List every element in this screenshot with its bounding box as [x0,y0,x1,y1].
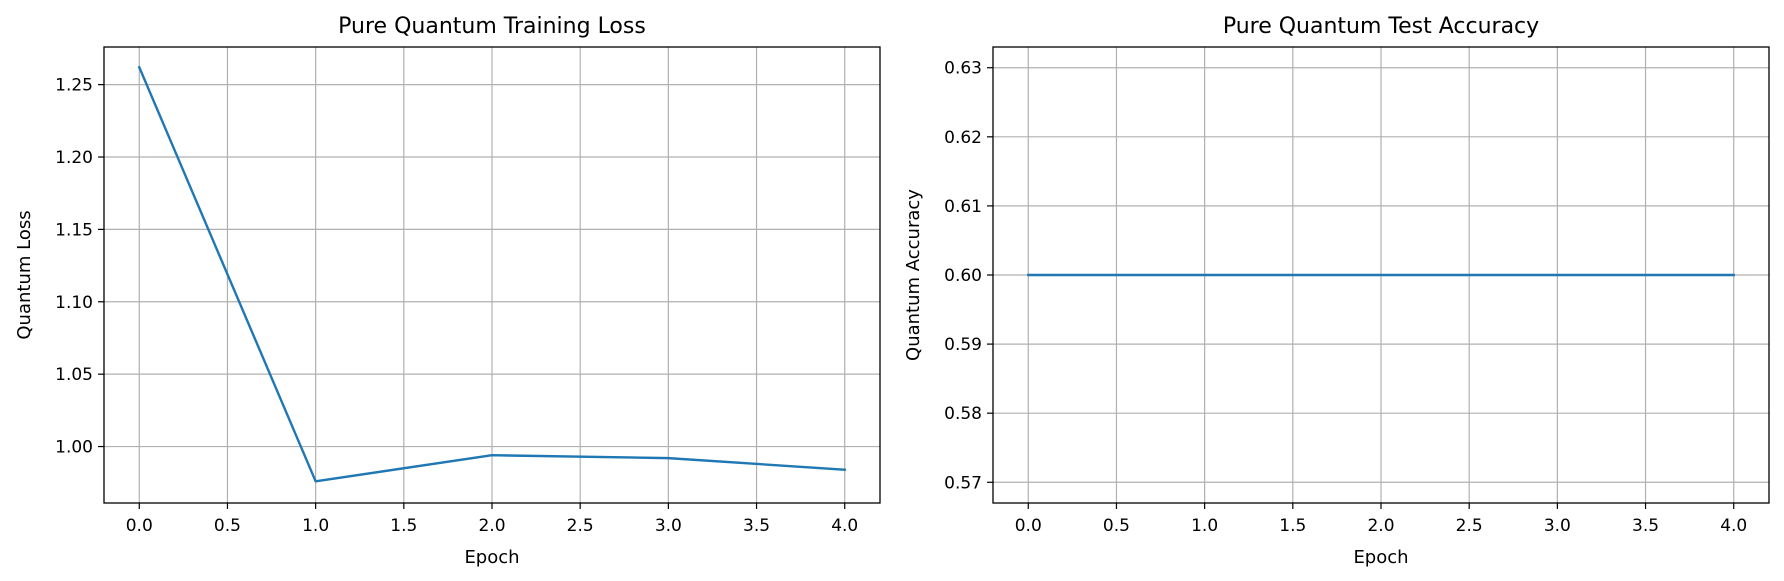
x-tick-label: 3.5 [743,516,770,536]
y-tick-label: 1.25 [55,76,93,96]
x-tick-label: 4.0 [1720,516,1747,536]
y-tick-label: 1.10 [55,293,93,313]
y-tick-label: 1.15 [55,220,93,240]
x-axis-label: Epoch [464,547,519,568]
x-tick-label: 0.0 [1015,516,1042,536]
y-tick-label: 0.60 [944,266,982,286]
x-tick-label: 3.5 [1632,516,1659,536]
x-tick-label: 3.0 [655,516,682,536]
chart-title: Pure Quantum Training Loss [338,14,646,39]
y-axis-label: Quantum Loss [14,210,35,339]
y-tick-label: 0.62 [944,128,982,148]
series-line [137,65,847,483]
y-tick-label: 0.59 [944,335,982,355]
x-tick-label: 0.5 [214,516,241,536]
y-tick-label: 0.63 [944,59,982,79]
x-tick-label: 1.0 [302,516,329,536]
y-tick-label: 0.57 [944,473,982,493]
y-tick-label: 1.20 [55,148,93,168]
x-tick-label: 0.0 [126,516,153,536]
grid [104,47,880,503]
x-tick-label: 0.5 [1103,516,1130,536]
x-tick-label: 2.5 [567,516,594,536]
chart-panel-2: 0.0 0.5 1.0 1.5 2.0 2.5 3.0 3.5 4.0 0.57 0.58 0.59 0… [903,14,1770,568]
y-tick-label: 0.58 [944,404,982,424]
x-tick-label: 1.5 [1279,516,1306,536]
chart-title: Pure Quantum Test Accuracy [1223,14,1539,39]
chart-panel-1: 0.0 0.5 1.0 1.5 2.0 2.5 3.0 3.5 4.0 1.00 1.05 1.10 1… [14,14,881,568]
x-tick-label: 3.0 [1544,516,1571,536]
x-tick-label: 1.0 [1191,516,1218,536]
x-tick-label: 2.5 [1456,516,1483,536]
y-tick-label: 1.05 [55,365,93,385]
x-axis-label: Epoch [1353,547,1408,568]
y-tick-label: 0.61 [944,197,982,217]
x-tick-label: 2.0 [1367,516,1394,536]
x-tick-label: 4.0 [831,516,858,536]
x-tick-label: 2.0 [478,516,505,536]
y-tick-label: 1.00 [55,438,93,458]
y-axis-label: Quantum Accuracy [903,189,924,361]
x-tick-label: 1.5 [390,516,417,536]
